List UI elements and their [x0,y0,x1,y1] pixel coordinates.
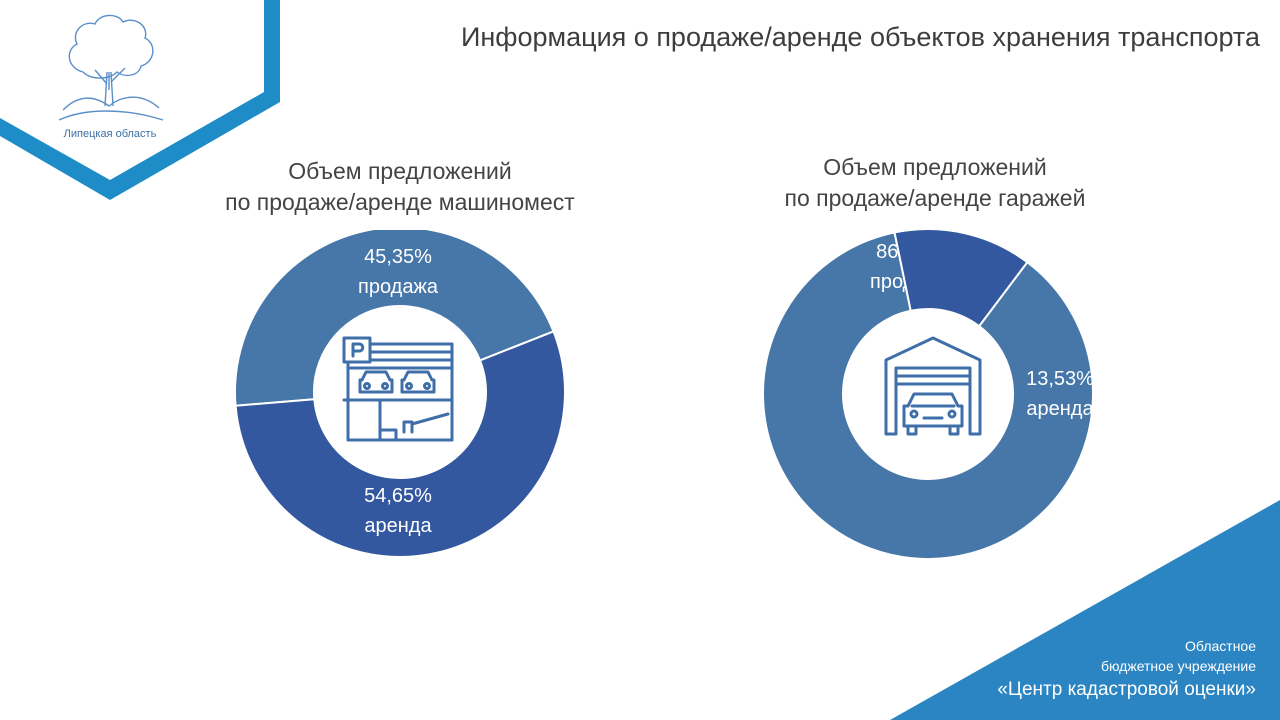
tree-logo-icon [58,14,164,121]
chart-2-slice-2-value-label: 13,53% [1026,368,1094,390]
slide-title: Информация о продаже/аренде объектов хра… [460,22,1260,52]
organization-block: Областное бюджетное учреждение «Центр ка… [856,636,1256,704]
org-line-1: Областное [1185,638,1256,654]
chart-1-title: Объем предложений по продаже/аренде маши… [190,156,610,218]
garage-car-icon [884,336,982,436]
region-label: Липецкая область [63,128,157,140]
parking-lot-icon [342,336,454,442]
chart-1-slice-2 [234,330,566,558]
chart-1-slice-1-category-label: продажа [358,276,439,298]
chart-2-slice-2 [893,228,1029,328]
chart-1-title-line-1: Объем предложений [288,158,512,184]
chart-1-slice-1-value-label: 45,35% [364,246,432,268]
chart-1-slice-2-category-label: аренда [364,515,432,537]
chart-1-parking-donut: 45,35% продажа 54,65% аренда [234,230,566,558]
chart-1-title-line-2: по продаже/аренде машиномест [225,189,575,215]
chart-1-slice-2-value-label: 54,65% [364,485,432,507]
chart-2-garage-donut: 86,47%продажа13,53%аренда [762,228,1094,560]
chart-2-slice-1 [762,231,1094,560]
chart-2-title-line-2: по продаже/аренде гаражей [784,185,1086,211]
chart-2-slice-2-category-label: аренда [1026,398,1094,420]
org-line-2: бюджетное учреждение [1100,658,1256,674]
chart-2-title-line-1: Объем предложений [823,154,1047,180]
chart-1-slice-1 [234,230,555,407]
chart-2-title: Объем предложений по продаже/аренде гара… [725,152,1145,214]
bottom-right-triangle [890,500,1280,720]
org-name: «Центр кадастровой оценки» [997,679,1256,700]
